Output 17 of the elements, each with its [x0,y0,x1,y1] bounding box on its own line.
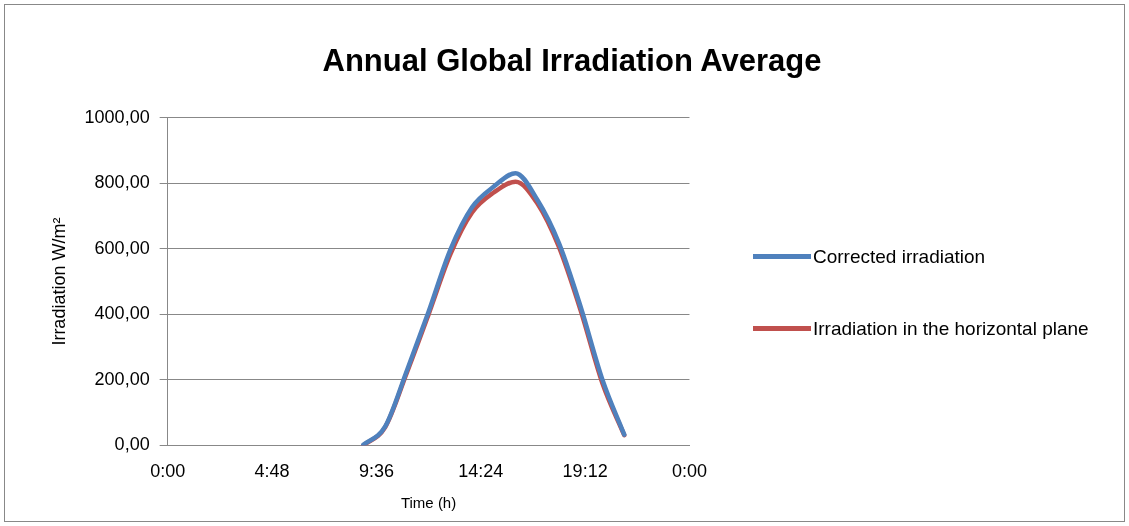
y-tick-label: 400,00 [94,303,150,324]
y-tick-label: 600,00 [94,237,150,258]
x-tick-label: 14:24 [458,461,504,482]
y-axis-title: Irradiation W/m² [48,217,69,346]
y-tick-label: 200,00 [94,368,150,389]
chart-title: Annual Global Irradiation Average [321,43,823,79]
x-tick-label: 4:48 [254,461,290,482]
legend-label: Irradiation in the horizontal plane [813,318,1089,339]
y-tick-label: 1000,00 [84,106,150,127]
y-tick-label: 0,00 [114,434,150,455]
x-tick-label: 0:00 [671,461,708,482]
x-axis-title: Time (h) [400,494,457,512]
x-tick-label: 0:00 [150,461,186,482]
x-tick-label: 19:12 [562,461,608,482]
legend-label: Corrected irradiation [813,246,986,267]
y-tick-label: 800,00 [94,172,150,193]
x-tick-label: 9:36 [358,461,394,482]
